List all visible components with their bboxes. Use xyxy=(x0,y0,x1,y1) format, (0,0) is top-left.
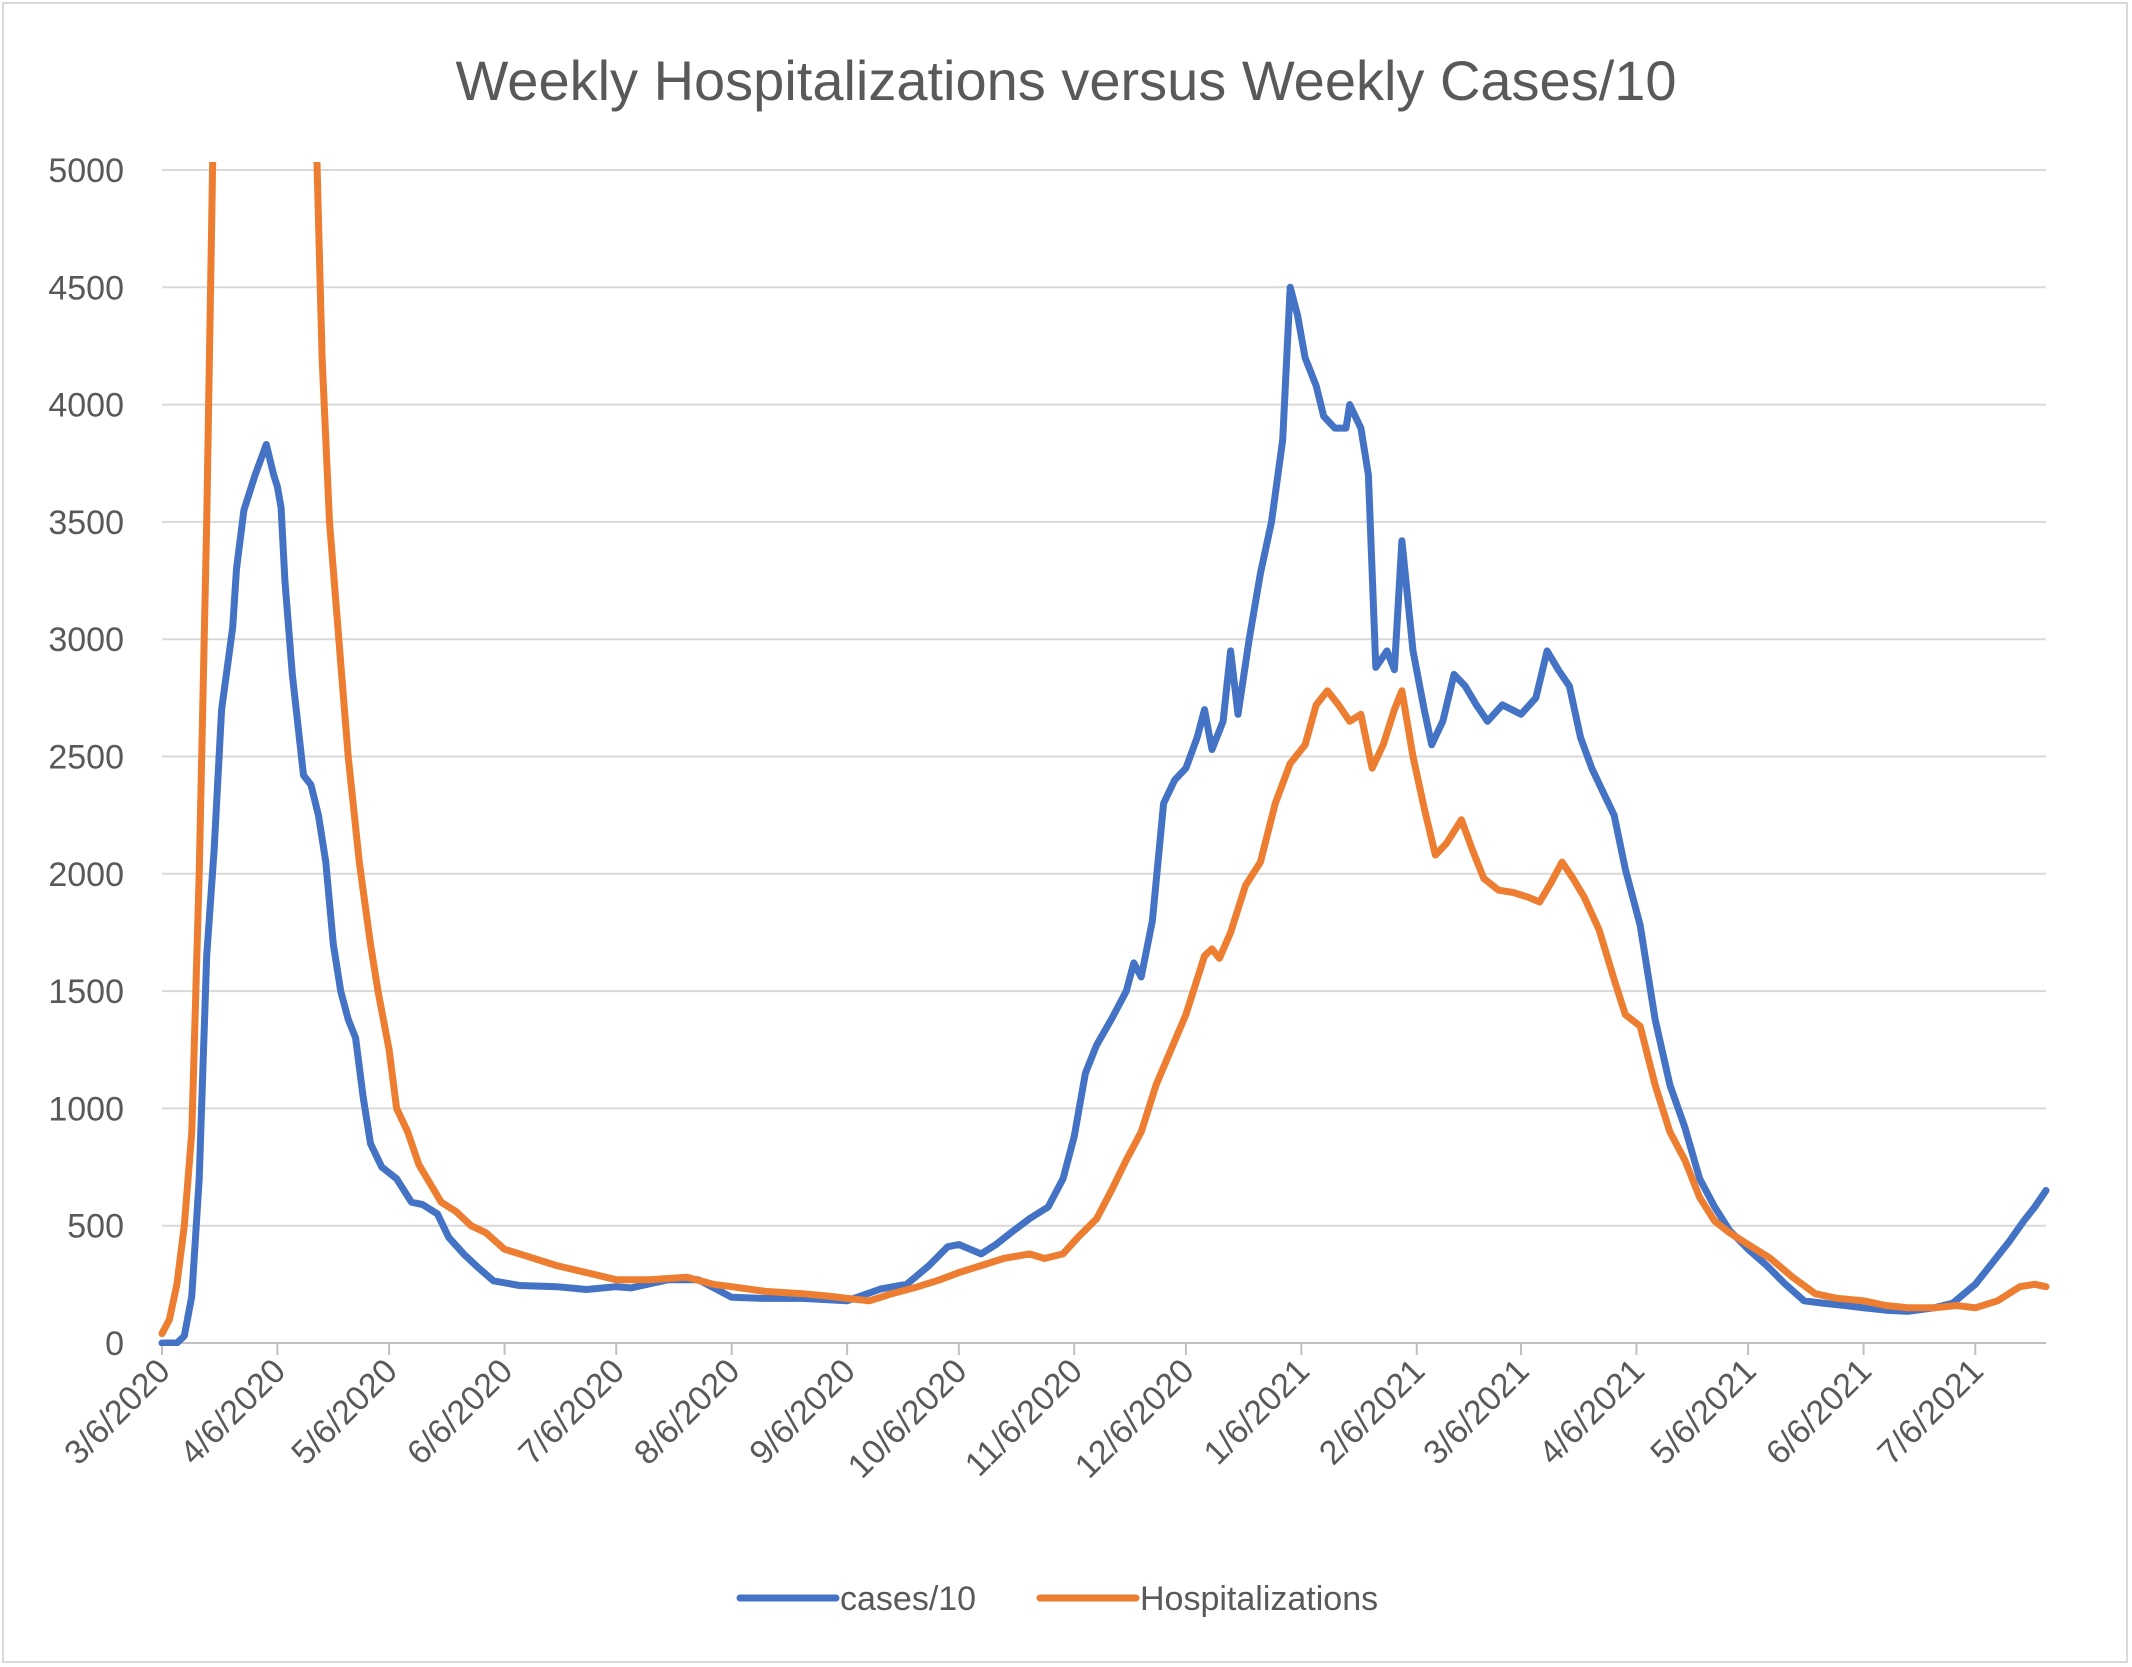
x-tick-label: 7/6/2021 xyxy=(1870,1352,1990,1472)
x-tick-label: 8/6/2020 xyxy=(627,1352,747,1472)
y-tick-label: 1500 xyxy=(48,973,124,1011)
x-tick-label: 6/6/2020 xyxy=(400,1352,520,1472)
y-tick-label: 2000 xyxy=(48,856,124,894)
x-tick-label: 4/6/2020 xyxy=(173,1352,293,1472)
legend-label-0: cases/10 xyxy=(840,1580,976,1618)
series-line-0 xyxy=(158,283,2050,1346)
y-tick-label: 0 xyxy=(105,1325,124,1363)
y-axis-ticks: 0 500 1000 1500 2000 2500 3000 3500 4000 4500 5000 xyxy=(48,152,124,1363)
legend-label-1: Hospitalizations xyxy=(1140,1580,1378,1618)
x-tick-label: 6/6/2021 xyxy=(1759,1352,1879,1472)
series-line-1 xyxy=(158,162,2050,1338)
x-tick-label: 5/6/2021 xyxy=(1643,1352,1763,1472)
y-tick-label: 4500 xyxy=(48,269,124,307)
x-tick-label: 7/6/2020 xyxy=(511,1352,631,1472)
y-tick-label: 5000 xyxy=(48,152,124,190)
x-axis-ticks: 3/6/20204/6/20205/6/20206/6/20207/6/2020… xyxy=(57,1343,1991,1486)
x-tick-label: 11/6/2020 xyxy=(958,1352,1090,1484)
x-tick-label: 3/6/2020 xyxy=(57,1352,177,1472)
x-tick-label: 5/6/2020 xyxy=(284,1352,404,1472)
gridlines xyxy=(162,169,2046,1344)
y-tick-label: 2500 xyxy=(48,739,124,777)
series-lines xyxy=(158,162,2050,1346)
y-tick-label: 500 xyxy=(67,1208,124,1246)
x-tick-label: 4/6/2021 xyxy=(1532,1352,1652,1472)
y-tick-label: 3000 xyxy=(48,621,124,659)
y-tick-label: 4000 xyxy=(48,387,124,425)
x-tick-label: 12/6/2020 xyxy=(1068,1352,1202,1486)
x-tick-label: 1/6/2021 xyxy=(1197,1352,1317,1472)
x-tick-label: 2/6/2021 xyxy=(1312,1352,1432,1472)
x-tick-label: 10/6/2020 xyxy=(841,1352,975,1486)
legend: cases/10 Hospitalizations xyxy=(736,1580,1378,1618)
chart-title: Weekly Hospitalizations versus Weekly Ca… xyxy=(455,49,1677,112)
y-tick-label: 3500 xyxy=(48,504,124,542)
y-tick-label: 1000 xyxy=(48,1090,124,1128)
x-tick-label: 3/6/2021 xyxy=(1416,1352,1536,1472)
